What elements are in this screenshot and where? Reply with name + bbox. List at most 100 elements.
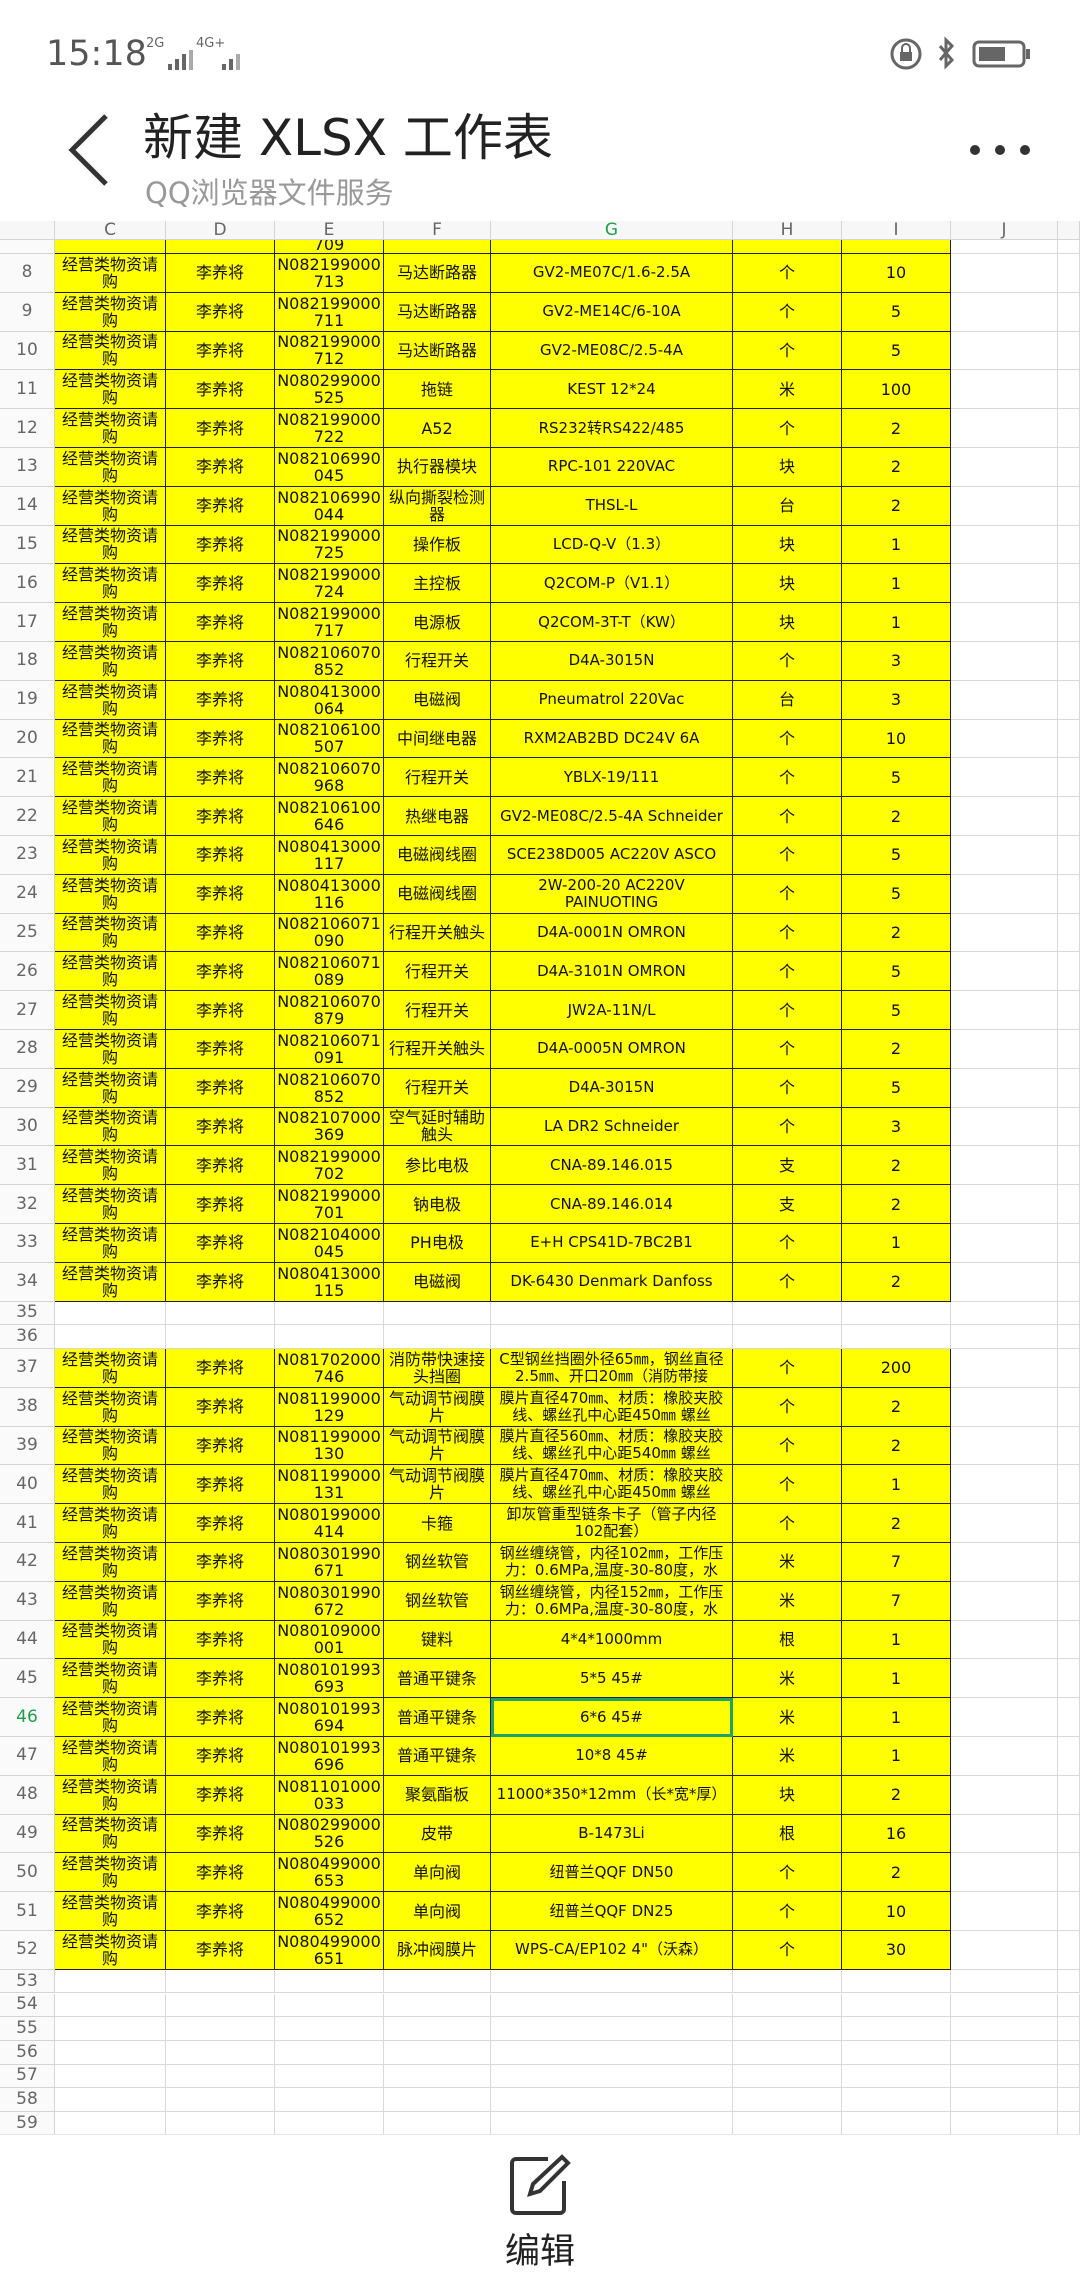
cell: 经营类物资请购: [55, 370, 166, 410]
cell: 经营类物资请购: [55, 331, 166, 371]
cell: N081199000 131: [275, 1465, 384, 1505]
cell: 2: [842, 1185, 951, 1224]
cell: [951, 1107, 1058, 1147]
bottom-bar: 编辑: [0, 2134, 1080, 2281]
cell: [55, 1969, 166, 1994]
cell: 李养将: [166, 1030, 275, 1069]
row-number: 13: [0, 448, 55, 487]
cell: 经营类物资请购: [55, 758, 166, 798]
edit-label[interactable]: 编辑: [504, 2232, 575, 2272]
cell: 1: [842, 1737, 951, 1776]
cell: 经营类物资请购: [55, 564, 166, 604]
cell: 经营类物资请购: [55, 952, 166, 992]
cell: [1058, 1892, 1080, 1931]
cell: 经营类物资请购: [55, 1931, 166, 1970]
row-number: 28: [0, 1030, 55, 1069]
cell: 聚氨酯板: [384, 1775, 491, 1815]
cell: [951, 1426, 1058, 1466]
cell: [951, 1349, 1058, 1388]
cell: RPC-101 220VAC: [491, 448, 733, 487]
cell: [951, 1814, 1058, 1854]
column-header: E: [275, 221, 384, 240]
cell: 米: [733, 1659, 842, 1699]
cell: [951, 1969, 1058, 1994]
cell: 经营类物资请购: [55, 642, 166, 681]
row-number: 19: [0, 680, 55, 720]
cell: [733, 1969, 842, 1994]
cell: 经营类物资请购: [55, 603, 166, 642]
row-number: 44: [0, 1620, 55, 1660]
cell: 马达断路器: [384, 331, 491, 371]
signal-icons: [168, 50, 240, 70]
cell: 10*8 45#: [491, 1737, 733, 1776]
cell: [1058, 2040, 1080, 2065]
row-number: 38: [0, 1387, 55, 1427]
cell: 参比电极: [384, 1146, 491, 1186]
back-button[interactable]: [66, 112, 110, 188]
cell: 经营类物资请购: [55, 409, 166, 448]
cell: 个: [733, 797, 842, 836]
cell: [842, 1969, 951, 1994]
cell: D4A-3015N: [491, 642, 733, 681]
cell: [951, 448, 1058, 487]
cell: 李养将: [166, 1620, 275, 1660]
cell: [1058, 719, 1080, 759]
cell: 卡箍: [384, 1504, 491, 1543]
cell: 2: [842, 1387, 951, 1427]
row-number: 49: [0, 1814, 55, 1854]
cell: [1058, 952, 1080, 992]
corner-cell: [0, 221, 55, 240]
row-number: 23: [0, 836, 55, 875]
cell: 经营类物资请购: [55, 991, 166, 1030]
row-number: 52: [0, 1931, 55, 1970]
cell: [951, 1301, 1058, 1326]
row-number: 33: [0, 1224, 55, 1263]
cell: WPS-CA/EP102 4"（沃森）: [491, 1931, 733, 1970]
cell: YBLX-19/111: [491, 758, 733, 798]
cell: 个: [733, 1931, 842, 1970]
cell: 电磁阀: [384, 1262, 491, 1302]
cell: [55, 2088, 166, 2112]
spreadsheet[interactable]: C D E F G H I J 709 8 经营类物资请购 李养将 N082199000 713 马达断路…: [0, 221, 1080, 2134]
cell: [733, 1325, 842, 1349]
cell: 个: [733, 1349, 842, 1388]
cell: 钠电极: [384, 1185, 491, 1224]
cell: [1058, 1581, 1080, 1621]
cell: N080109000 001: [275, 1620, 384, 1660]
column-header: I: [842, 221, 951, 240]
cell: DK-6430 Denmark Danfoss: [491, 1262, 733, 1302]
cell: [1058, 603, 1080, 642]
cell: 马达断路器: [384, 292, 491, 332]
cell: [275, 2040, 384, 2065]
cell: N080199000 414: [275, 1504, 384, 1543]
edit-icon[interactable]: [508, 2153, 572, 2217]
cell: [951, 642, 1058, 681]
cell: 膜片直径470㎜、材质：橡胶夹胶线、螺丝孔中心距450㎜ 螺丝: [491, 1387, 733, 1427]
cell: 台: [733, 680, 842, 720]
status-icons: [890, 36, 1030, 70]
cell: CNA-89.146.015: [491, 1146, 733, 1186]
cell: 经营类物资请购: [55, 1775, 166, 1815]
network-4g: 4G+: [196, 36, 226, 51]
cell: [1058, 1853, 1080, 1893]
cell: [951, 1325, 1058, 1349]
cell: 电磁阀线圈: [384, 836, 491, 875]
cell: 行程开关触头: [384, 1030, 491, 1069]
cell: [1058, 1426, 1080, 1466]
cell: 个: [733, 1107, 842, 1147]
cell: [55, 1993, 166, 2018]
column-header: F: [384, 221, 491, 240]
cell: 李养将: [166, 370, 275, 410]
row-number: 39: [0, 1426, 55, 1466]
row-number: 58: [0, 2088, 55, 2112]
column-header: [1058, 221, 1080, 240]
cell: N080101993 694: [275, 1698, 384, 1737]
more-button[interactable]: [965, 140, 1035, 160]
cell: GV2-ME14C/6-10A: [491, 292, 733, 332]
cell: 普通平键条: [384, 1737, 491, 1776]
cell: LA DR2 Schneider: [491, 1107, 733, 1147]
cell: 钢丝软管: [384, 1543, 491, 1582]
cell: [491, 2112, 733, 2134]
cell: 气动调节阀膜片: [384, 1387, 491, 1427]
